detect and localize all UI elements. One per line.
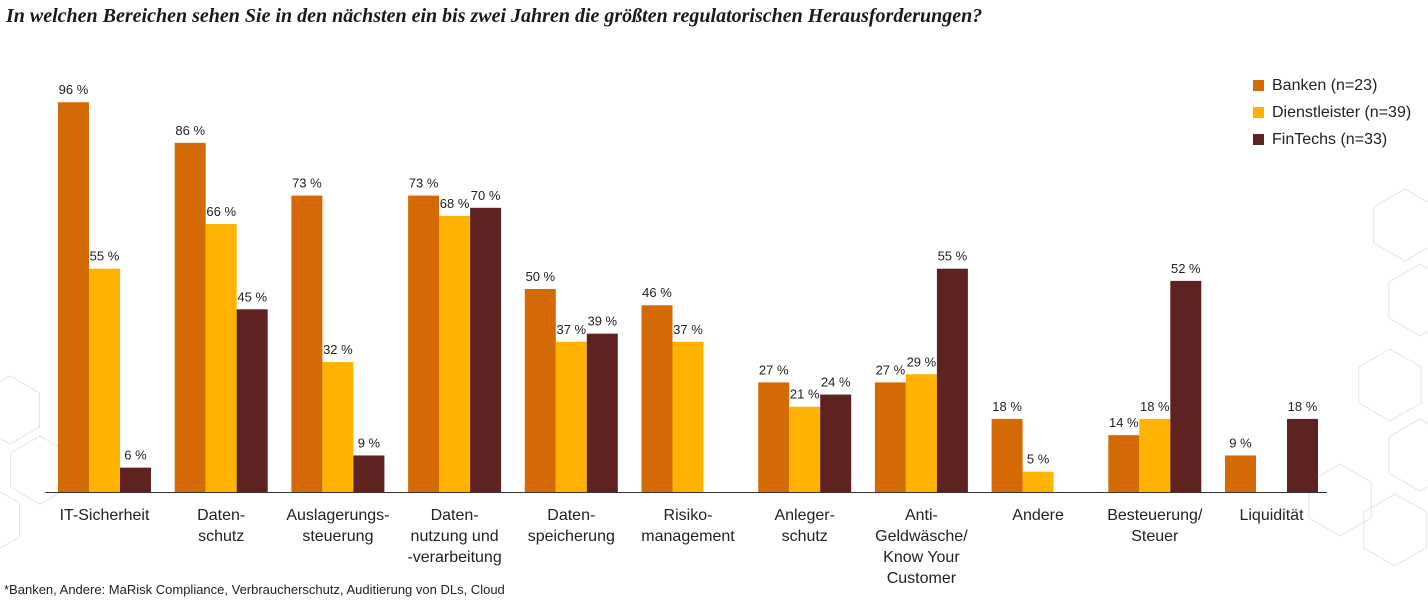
data-label: 39 % [587,314,617,329]
bar-fintechs [586,333,618,492]
legend-item-dienstleister: Dienstleister (n=39) [1253,99,1411,126]
legend-item-banken: Banken (n=23) [1253,72,1411,99]
hexagon-decoration [0,375,40,445]
bar-dienstleister [555,341,587,492]
chart-title: In welchen Bereichen sehen Sie in den nä… [6,5,983,27]
hexagon-decoration [1388,418,1428,492]
bar-dienstleister [905,374,937,492]
bar-dienstleister [89,268,120,492]
bar-dienstleister [1139,418,1171,492]
data-label: 50 % [525,269,555,284]
bar-fintechs [120,467,151,492]
bar-banken [524,289,556,492]
bar-fintechs [470,207,502,493]
category-label: Andere [1012,507,1064,524]
data-label: 27 % [759,362,789,377]
bar-banken [174,142,206,492]
legend-swatch-fintechs [1253,134,1264,145]
data-label: 37 % [556,322,586,337]
hexagon-decoration [1363,493,1427,567]
data-label: 6 % [124,448,147,463]
data-label: 29 % [907,354,937,369]
bar-dienstleister [672,341,704,492]
data-label: 73 % [409,176,439,191]
data-label: 68 % [440,196,470,211]
data-label: 66 % [206,204,236,219]
category-label: Besteuerung/Steuer [1107,507,1203,545]
data-label: 73 % [292,176,322,191]
data-label: 55 % [90,249,120,264]
bar-fintechs [1287,418,1318,492]
bar-fintechs [1170,280,1202,492]
legend-label-fintechs: FinTechs (n=33) [1272,130,1388,148]
category-label: Daten-speicherung [528,507,615,545]
data-label: 45 % [237,289,267,304]
bar-dienstleister [789,406,821,492]
category-label: Daten-schutz [197,507,245,545]
data-label: 5 % [1027,452,1050,467]
bar-banken [874,382,906,492]
legend-label-dienstleister: Dienstleister (n=39) [1272,103,1412,121]
footnote: *Banken, Andere: MaRisk Compliance, Verb… [4,582,505,597]
data-label: 37 % [673,322,703,337]
data-label: 32 % [323,342,353,357]
data-label: 70 % [471,188,501,203]
category-label: IT-Sicherheit [60,507,150,524]
data-label: 9 % [1229,435,1252,450]
bar-fintechs [236,309,268,492]
hexagon-decoration [1358,348,1422,422]
legend-label-banken: Banken (n=23) [1272,76,1378,94]
data-label: 18 % [992,399,1022,414]
legend-swatch-dienstleister [1253,107,1264,118]
bar-banken [1108,435,1140,492]
hexagon-decoration [1388,263,1428,337]
data-label: 14 % [1109,415,1139,430]
category-label: Auslagerungs-steuerung [286,507,389,545]
data-label: 18 % [1288,399,1318,414]
bar-dienstleister [205,224,237,493]
data-label: 96 % [59,82,89,97]
category-label: Anleger-schutz [774,507,834,545]
hexagon-decoration [0,491,20,549]
data-label: 21 % [790,387,820,402]
bar-fintechs [936,268,968,492]
bar-banken [758,382,790,492]
bar-dienstleister [322,362,354,492]
data-label: 86 % [175,123,205,138]
category-label: Risiko-management [641,507,735,545]
data-label: 55 % [938,249,968,264]
data-label: 24 % [821,375,851,390]
bar-dienstleister [439,215,471,493]
bar-banken [291,195,323,492]
hexagon-decoration [1373,188,1428,262]
legend: Banken (n=23) Dienstleister (n=39) FinTe… [1253,72,1411,153]
data-label: 9 % [358,435,381,450]
legend-item-fintechs: FinTechs (n=33) [1253,126,1411,153]
bar-banken [991,418,1023,492]
bar-banken [58,102,89,493]
data-label: 52 % [1171,261,1201,276]
category-label: Daten-nutzung und -verarbeitung [407,507,501,566]
bar-banken [408,195,440,492]
data-label: 46 % [642,285,672,300]
bar-banken [641,305,673,492]
bar-banken [1225,455,1256,492]
data-label: 18 % [1140,399,1170,414]
bar-fintechs [353,455,385,492]
bar-dienstleister [1022,471,1054,492]
category-label: Anti-Geldwäsche/Know Your Customer [875,507,968,587]
bar-fintechs [820,394,852,492]
category-label: Liquidität [1239,507,1304,524]
data-label: 27 % [876,362,906,377]
legend-swatch-banken [1253,80,1264,91]
